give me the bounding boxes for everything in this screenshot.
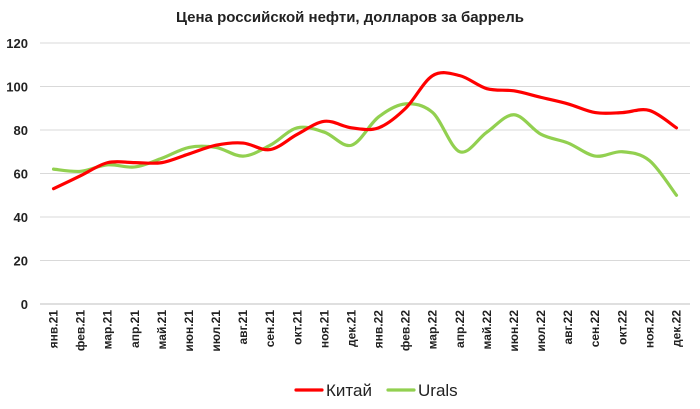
x-tick-label: апр.21	[128, 310, 142, 348]
x-tick-label: мар.21	[101, 310, 115, 350]
chart-title: Цена российской нефти, долларов за барре…	[176, 9, 524, 26]
y-tick-label: 100	[6, 80, 28, 95]
x-tick-label: окт.21	[290, 310, 304, 345]
x-tick-label: апр.22	[453, 310, 467, 348]
x-tick-label: ноя.21	[317, 310, 331, 348]
x-tick-label: янв.21	[47, 310, 61, 349]
x-tick-label: дек.22	[669, 310, 683, 347]
x-tick-label: янв.22	[372, 310, 386, 349]
grid-layer	[40, 42, 690, 305]
legend-label: Urals	[418, 381, 458, 400]
legend-label: Китай	[326, 381, 372, 400]
x-tick-label: окт.22	[615, 310, 629, 345]
x-tick-label: май.21	[155, 310, 169, 350]
series-line-china	[51, 71, 679, 191]
y-axis-ticks: 0 20 40 60 80 100 120	[6, 36, 28, 312]
x-tick-label: май.22	[480, 310, 494, 350]
x-tick-label: сен.21	[263, 310, 277, 348]
series-layer	[51, 71, 679, 197]
x-tick-label: фев.22	[399, 310, 413, 351]
y-tick-label: 60	[14, 167, 28, 182]
x-tick-label: ноя.22	[642, 310, 656, 348]
x-tick-label: июн.22	[507, 310, 521, 352]
y-tick-label: 0	[21, 297, 28, 312]
x-axis-ticks: янв.21 фев.21 мар.21 апр.21 май.21 июн.21 июл.…	[47, 310, 684, 352]
y-tick-label: 40	[14, 210, 28, 225]
series-line-urals	[51, 102, 679, 197]
x-tick-label: июл.21	[209, 310, 223, 352]
y-tick-label: 120	[6, 36, 28, 51]
x-tick-label: авг.21	[236, 310, 250, 345]
x-tick-label: авг.22	[561, 310, 575, 345]
legend: Китай Urals	[294, 381, 458, 400]
y-tick-label: 20	[14, 254, 28, 269]
x-tick-label: сен.22	[588, 310, 602, 348]
y-tick-label: 80	[14, 123, 28, 138]
x-tick-label: июн.21	[182, 310, 196, 352]
x-tick-label: мар.22	[426, 310, 440, 350]
x-tick-label: дек.21	[344, 310, 358, 347]
x-tick-label: июл.22	[534, 310, 548, 352]
x-tick-label: фев.21	[74, 310, 88, 351]
